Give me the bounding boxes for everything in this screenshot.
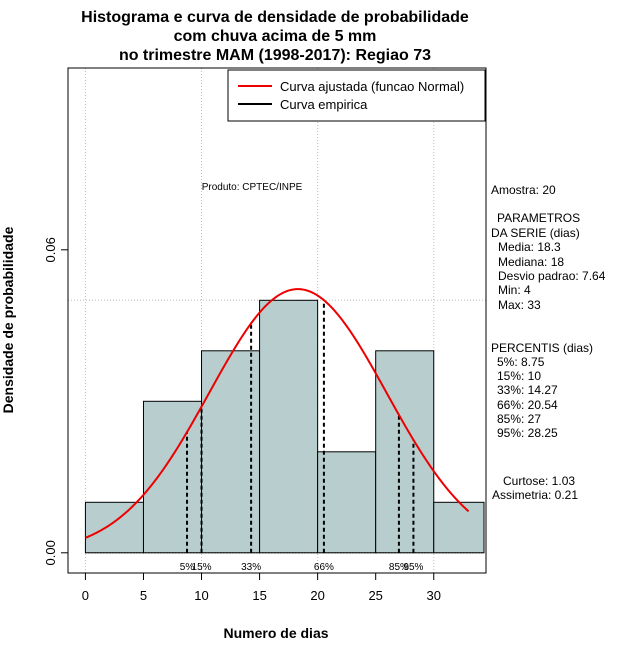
legend-label-empirical: Curva empirica xyxy=(280,97,368,112)
stat-perc-header: PERCENTIS (dias) xyxy=(491,341,593,355)
stat-p95: 95%: 28.25 xyxy=(497,426,558,440)
stat-max: Max: 33 xyxy=(498,298,541,312)
x-axis-title: Numero de dias xyxy=(223,625,328,641)
percentile-label: 5% xyxy=(180,562,195,573)
percentile-label: 33% xyxy=(241,562,261,573)
x-tick-label: 30 xyxy=(427,588,441,603)
percentile-label: 15% xyxy=(192,562,212,573)
chart-title-line-3: no trimestre MAM (1998-2017): Regiao 73 xyxy=(119,47,431,64)
stat-p85: 85%: 27 xyxy=(497,412,541,426)
fitted-curve-layer xyxy=(85,288,470,539)
legend-label-fitted: Curva ajustada (funcao Normal) xyxy=(280,79,464,94)
histogram-bar xyxy=(375,350,435,554)
x-tick-label: 10 xyxy=(194,588,208,603)
stat-p15: 15%: 10 xyxy=(497,369,541,383)
chart-title-line-1: Histograma e curva de densidade de proba… xyxy=(81,9,469,26)
percentile-label: 66% xyxy=(314,562,334,573)
stat-p5: 5%: 8.75 xyxy=(497,355,545,369)
histogram-bar xyxy=(142,400,203,554)
y-tick-label: 0.06 xyxy=(43,237,58,262)
percentile-labels: 5%15% 33% 66% 85%95% xyxy=(180,562,424,573)
stat-assimetria: Assimetria: 0.21 xyxy=(492,488,578,502)
stat-p66: 66%: 20.54 xyxy=(497,398,558,412)
stat-param-header: PARAMETROS xyxy=(497,211,580,225)
histogram-bar xyxy=(259,299,319,554)
histogram-bar xyxy=(317,451,377,554)
stat-p33: 33%: 14.27 xyxy=(497,383,558,397)
legend: Curva ajustada (funcao Normal) Curva emp… xyxy=(227,69,486,122)
product-label: Produto: CPTEC/INPE xyxy=(202,182,303,193)
x-axis: 0 5 10 15 20 25 30 xyxy=(82,572,441,603)
x-tick-label: 20 xyxy=(310,588,324,603)
percentile-lines xyxy=(186,300,415,553)
stat-media: Media: 18.3 xyxy=(498,240,561,254)
fitted-normal-curve xyxy=(85,288,470,539)
histogram-bars xyxy=(84,299,485,554)
percentile-label: 95% xyxy=(403,562,423,573)
chart-title-line-2: com chuva acima de 5 mm xyxy=(174,28,377,45)
stat-desvio: Desvio padrao: 7.64 xyxy=(498,269,606,283)
y-tick-label: 0.00 xyxy=(43,540,58,565)
y-axis: 0.00 0.06 xyxy=(43,237,69,565)
stat-mediana: Mediana: 18 xyxy=(498,255,564,269)
histogram-bar xyxy=(433,501,485,554)
legend-box xyxy=(227,69,486,122)
y-axis-title: Densidade de probabilidade xyxy=(0,226,16,413)
x-tick-label: 0 xyxy=(82,588,89,603)
stat-curtose: Curtose: 1.03 xyxy=(503,474,575,488)
stat-param-sub: DA SERIE (dias) xyxy=(491,226,580,240)
x-tick-label: 5 xyxy=(140,588,147,603)
percentile-label: 85% xyxy=(389,562,409,573)
x-tick-label: 15 xyxy=(252,588,266,603)
histogram-bar xyxy=(84,501,144,554)
stats-panel: Amostra: 20 PARAMETROS DA SERIE (dias) M… xyxy=(491,183,606,502)
stat-min: Min: 4 xyxy=(498,283,531,297)
x-tick-label: 25 xyxy=(368,588,382,603)
stat-amostra: Amostra: 20 xyxy=(491,183,556,197)
